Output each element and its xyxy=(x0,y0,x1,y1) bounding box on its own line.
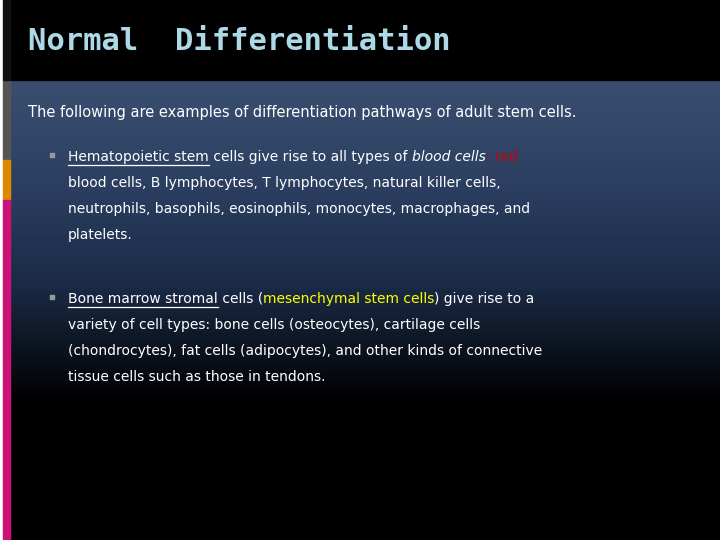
Text: blood cells, B lymphocytes, T lymphocytes, natural killer cells,: blood cells, B lymphocytes, T lymphocyte… xyxy=(68,176,500,190)
Text: cells give rise to all types of: cells give rise to all types of xyxy=(209,150,412,164)
Text: The following are examples of differentiation pathways of adult stem cells.: The following are examples of differenti… xyxy=(28,105,577,119)
Text: tissue cells such as those in tendons.: tissue cells such as those in tendons. xyxy=(68,370,325,384)
Text: Hematopoietic stem: Hematopoietic stem xyxy=(68,150,209,164)
Text: blood cells: blood cells xyxy=(412,150,485,164)
Text: neutrophils, basophils, eosinophils, monocytes, macrophages, and: neutrophils, basophils, eosinophils, mon… xyxy=(68,202,530,216)
Bar xyxy=(50,295,54,299)
Text: Normal  Differentiation: Normal Differentiation xyxy=(28,26,451,56)
Bar xyxy=(3,0,10,80)
Bar xyxy=(50,153,54,157)
Text: variety of cell types: bone cells (osteocytes), cartilage cells: variety of cell types: bone cells (osteo… xyxy=(68,318,480,332)
Text: mesenchymal stem cells: mesenchymal stem cells xyxy=(263,292,434,306)
Text: Bone marrow stromal: Bone marrow stromal xyxy=(68,292,217,306)
Text: (chondrocytes), fat cells (adipocytes), and other kinds of connective: (chondrocytes), fat cells (adipocytes), … xyxy=(68,344,542,358)
Bar xyxy=(0,0,3,540)
Bar xyxy=(3,80,10,160)
Text: : red: : red xyxy=(485,150,518,164)
Bar xyxy=(0,0,720,80)
Bar xyxy=(3,200,10,540)
Text: ) give rise to a: ) give rise to a xyxy=(434,292,535,306)
Text: cells (: cells ( xyxy=(217,292,263,306)
Text: platelets.: platelets. xyxy=(68,228,132,242)
Bar xyxy=(3,160,10,200)
